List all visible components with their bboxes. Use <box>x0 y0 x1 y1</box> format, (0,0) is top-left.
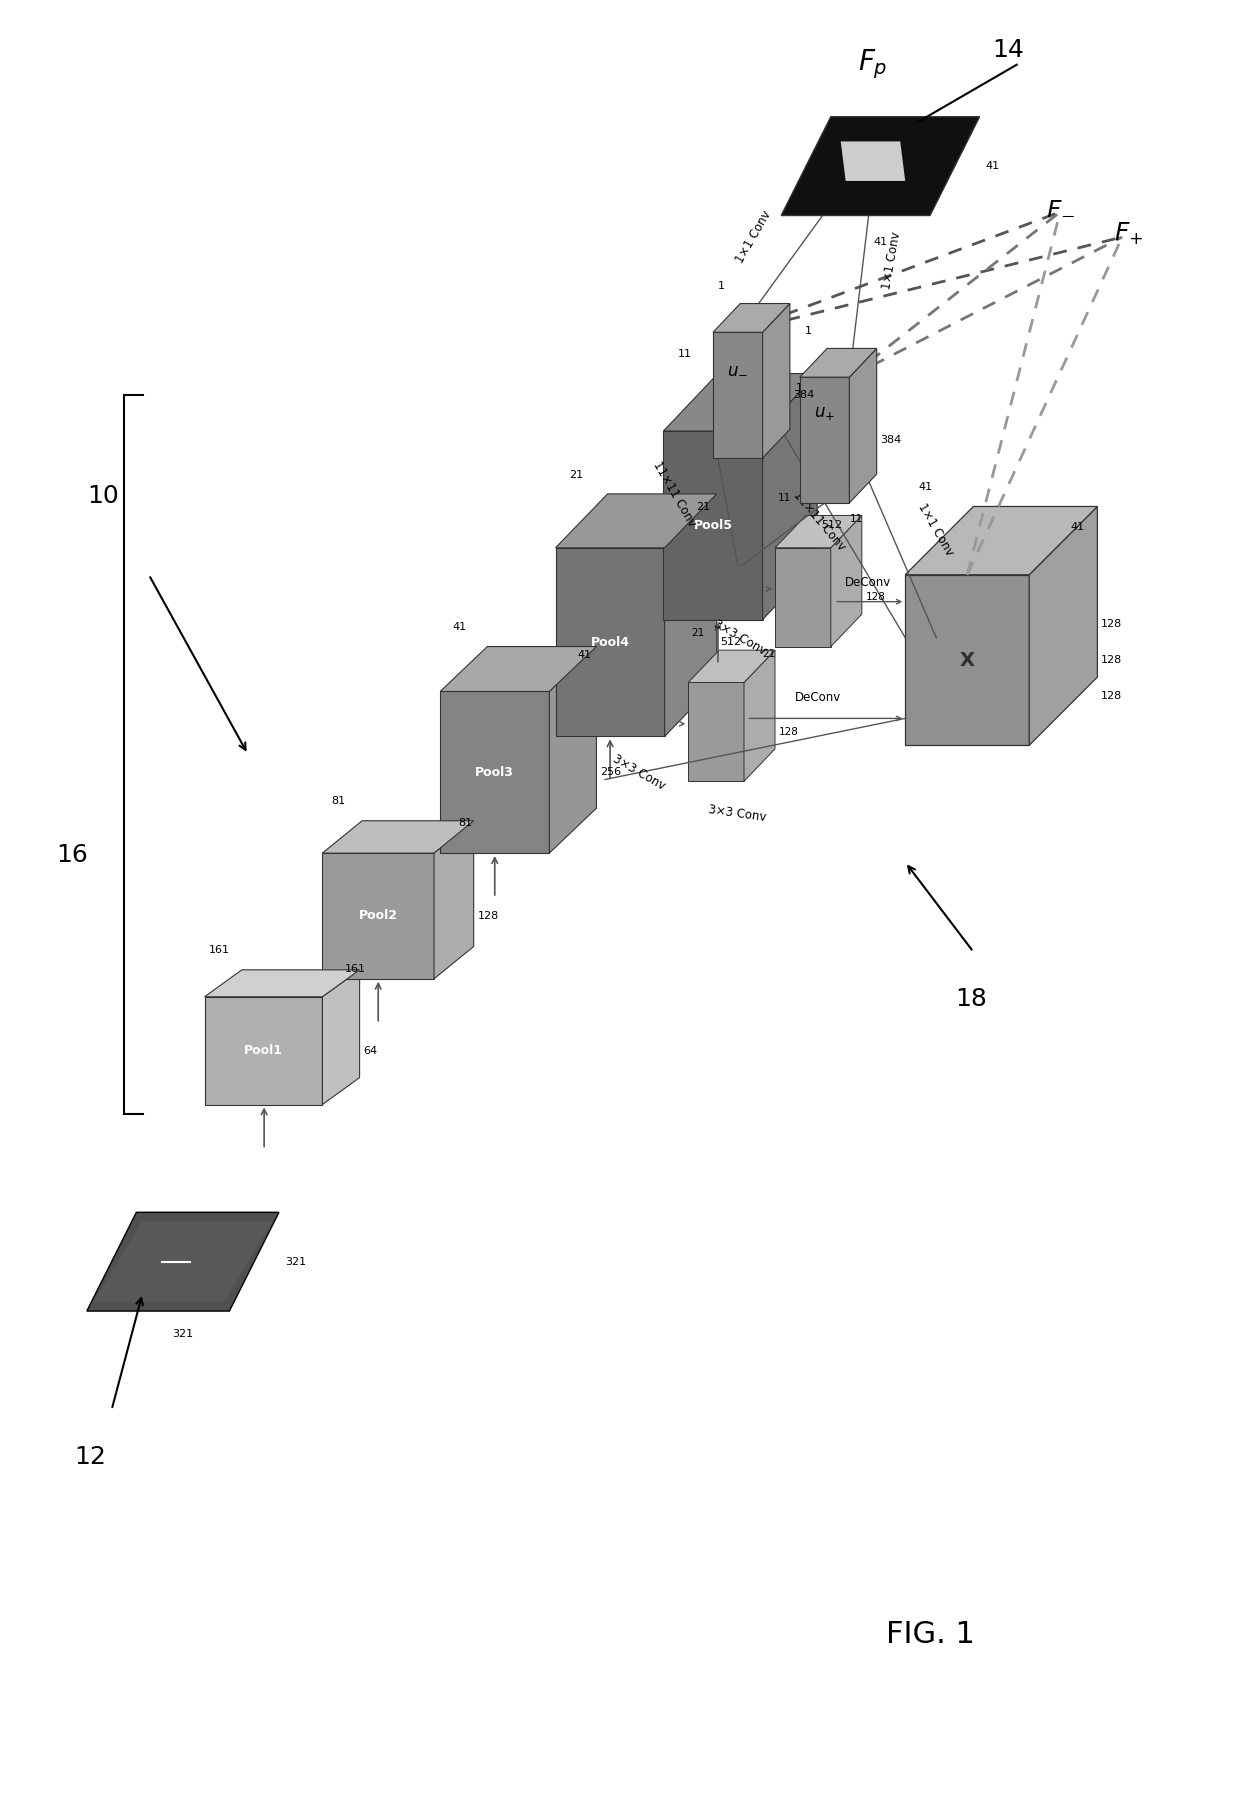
Text: 21: 21 <box>569 469 583 480</box>
Text: 128: 128 <box>1101 691 1122 700</box>
Text: 3×3 Conv: 3×3 Conv <box>610 753 667 792</box>
Polygon shape <box>688 650 775 682</box>
Text: 41: 41 <box>1070 521 1084 532</box>
Text: 21: 21 <box>691 627 704 638</box>
Polygon shape <box>849 348 877 503</box>
Text: 1×1 Conv: 1×1 Conv <box>915 501 956 559</box>
Text: 12: 12 <box>74 1444 107 1469</box>
Text: FIG. 1: FIG. 1 <box>885 1620 975 1649</box>
Text: 1: 1 <box>805 325 811 336</box>
Text: 11: 11 <box>795 383 810 393</box>
Text: Pool3: Pool3 <box>475 765 515 779</box>
Text: 321: 321 <box>285 1257 306 1266</box>
Polygon shape <box>322 821 474 853</box>
Text: 64: 64 <box>363 1045 377 1056</box>
Polygon shape <box>775 548 831 647</box>
Text: 21: 21 <box>763 648 776 659</box>
Polygon shape <box>663 374 817 431</box>
Text: DeConv: DeConv <box>844 577 892 589</box>
Polygon shape <box>665 494 717 736</box>
Text: 11×11 Conv: 11×11 Conv <box>650 458 698 530</box>
Text: Pool1: Pool1 <box>244 1043 283 1058</box>
Text: $F_{-}$: $F_{-}$ <box>1045 194 1075 219</box>
Polygon shape <box>713 304 790 332</box>
Polygon shape <box>831 515 862 647</box>
Polygon shape <box>905 575 1029 745</box>
Text: 10: 10 <box>87 483 119 508</box>
Polygon shape <box>556 548 665 736</box>
Polygon shape <box>322 853 434 979</box>
Polygon shape <box>775 515 862 548</box>
Text: Pool5: Pool5 <box>693 519 733 532</box>
Text: 3×3 Conv: 3×3 Conv <box>708 803 768 824</box>
Text: 81: 81 <box>331 796 345 806</box>
Text: DeConv: DeConv <box>795 691 842 704</box>
Text: 41: 41 <box>919 481 932 492</box>
Polygon shape <box>800 348 877 377</box>
Polygon shape <box>205 997 322 1105</box>
Text: 1: 1 <box>718 280 724 291</box>
Text: 128: 128 <box>779 727 799 736</box>
Polygon shape <box>841 142 905 181</box>
Text: 41: 41 <box>986 162 999 171</box>
Text: 128: 128 <box>477 911 498 921</box>
Text: Pool2: Pool2 <box>358 909 398 923</box>
Text: 384: 384 <box>794 390 815 401</box>
Polygon shape <box>1029 506 1097 745</box>
Text: 3×3 Conv: 3×3 Conv <box>712 618 769 657</box>
Text: 512: 512 <box>821 521 842 530</box>
Text: 41: 41 <box>873 237 888 248</box>
Text: 512: 512 <box>720 638 742 647</box>
Polygon shape <box>434 821 474 979</box>
Polygon shape <box>744 650 775 781</box>
Text: $u_{+}$: $u_{+}$ <box>815 404 835 422</box>
Text: Pool4: Pool4 <box>590 636 630 648</box>
Text: $F_{+}$: $F_{+}$ <box>1114 221 1143 246</box>
Polygon shape <box>763 304 790 458</box>
Text: 384: 384 <box>880 435 901 445</box>
Text: $u_{-}$: $u_{-}$ <box>728 359 748 377</box>
Polygon shape <box>549 647 596 853</box>
Polygon shape <box>663 431 763 620</box>
Text: 256: 256 <box>600 767 621 778</box>
Text: 11×11 Conv: 11×11 Conv <box>791 489 848 553</box>
Polygon shape <box>763 374 817 620</box>
Polygon shape <box>905 506 1097 575</box>
Text: 161: 161 <box>210 945 229 955</box>
Text: 41: 41 <box>578 650 591 661</box>
Polygon shape <box>688 682 744 781</box>
Text: 128: 128 <box>866 593 885 602</box>
Text: 1×1 Conv: 1×1 Conv <box>880 230 904 291</box>
Text: 11: 11 <box>777 492 791 503</box>
Text: 128: 128 <box>1101 620 1122 629</box>
Text: $F_p$: $F_p$ <box>858 47 888 81</box>
Polygon shape <box>87 1212 279 1311</box>
Text: 11: 11 <box>678 348 692 359</box>
Text: 128: 128 <box>1101 656 1122 665</box>
Polygon shape <box>440 647 596 691</box>
Polygon shape <box>205 970 360 997</box>
Polygon shape <box>713 332 763 458</box>
Text: 11: 11 <box>849 514 863 524</box>
Text: X: X <box>960 650 975 670</box>
Text: 21: 21 <box>696 501 711 512</box>
Text: 14: 14 <box>992 38 1024 63</box>
Polygon shape <box>322 970 360 1105</box>
Text: 161: 161 <box>345 964 366 973</box>
Text: 81: 81 <box>458 817 472 828</box>
Text: 18: 18 <box>955 986 987 1011</box>
Text: 321: 321 <box>172 1329 193 1340</box>
Polygon shape <box>556 494 717 548</box>
Polygon shape <box>800 377 849 503</box>
Text: 16: 16 <box>56 842 88 867</box>
Text: 1×1 Conv: 1×1 Conv <box>733 208 774 266</box>
Text: 41: 41 <box>453 621 466 632</box>
Polygon shape <box>440 691 549 853</box>
Polygon shape <box>781 117 980 216</box>
Polygon shape <box>93 1221 273 1302</box>
